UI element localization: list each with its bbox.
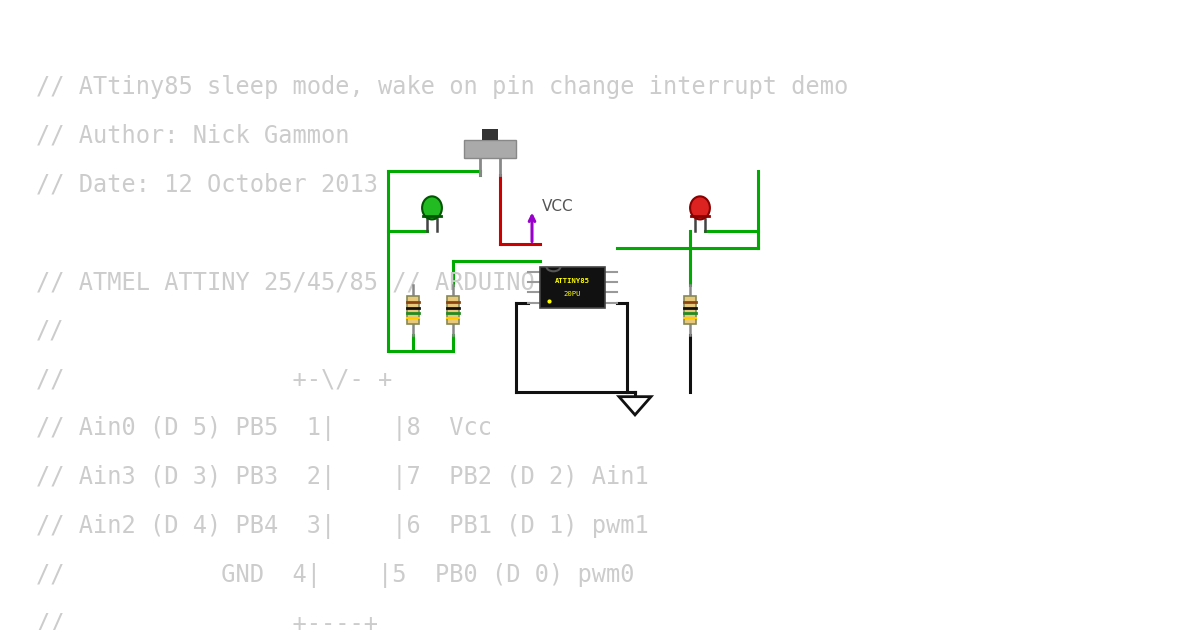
Text: //                +-\/- +: // +-\/- +	[36, 368, 392, 392]
Text: ATTINY85: ATTINY85	[554, 278, 589, 284]
Bar	[684, 296, 696, 324]
Text: // ATMEL ATTINY 25/45/85 // ARDUINO: // ATMEL ATTINY 25/45/85 // ARDUINO	[36, 270, 535, 294]
Text: // Date: 12 October 2013: // Date: 12 October 2013	[36, 173, 378, 197]
Text: // Ain3 (D 3) PB3  2|    |7  PB2 (D 2) Ain1: // Ain3 (D 3) PB3 2| |7 PB2 (D 2) Ain1	[36, 466, 649, 490]
Text: 20PU: 20PU	[563, 290, 581, 297]
Ellipse shape	[690, 197, 710, 219]
Bar	[540, 266, 605, 307]
Text: VCC: VCC	[542, 199, 574, 214]
Text: //           GND  4|    |5  PB0 (D 0) pwm0: // GND 4| |5 PB0 (D 0) pwm0	[36, 563, 635, 588]
Text: //: //	[36, 319, 65, 343]
Bar	[407, 296, 419, 324]
Bar	[482, 130, 498, 140]
Text: //                +----+: // +----+	[36, 612, 378, 630]
Bar	[448, 296, 458, 324]
Polygon shape	[619, 397, 650, 415]
Text: // ATtiny85 sleep mode, wake on pin change interrupt demo: // ATtiny85 sleep mode, wake on pin chan…	[36, 75, 848, 99]
Bar	[464, 139, 516, 158]
Ellipse shape	[422, 197, 442, 219]
Text: // Ain2 (D 4) PB4  3|    |6  PB1 (D 1) pwm1: // Ain2 (D 4) PB4 3| |6 PB1 (D 1) pwm1	[36, 514, 649, 539]
Text: // Ain0 (D 5) PB5  1|    |8  Vcc: // Ain0 (D 5) PB5 1| |8 Vcc	[36, 416, 492, 442]
Text: // Author: Nick Gammon: // Author: Nick Gammon	[36, 123, 349, 147]
